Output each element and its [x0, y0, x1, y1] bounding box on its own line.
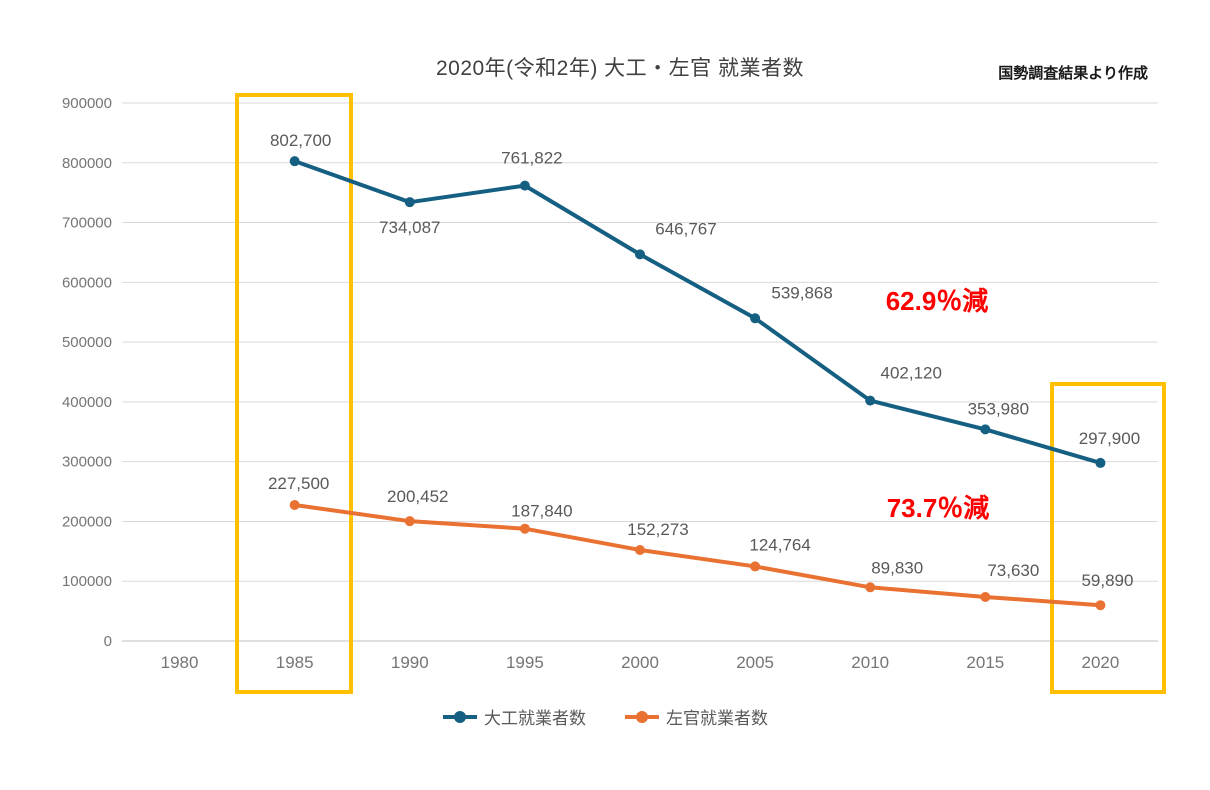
x-tick-label: 2020 — [1082, 653, 1120, 672]
data-point — [289, 500, 300, 511]
data-label: 124,764 — [749, 535, 810, 554]
data-label: 200,452 — [387, 487, 448, 506]
data-label: 761,822 — [501, 149, 562, 168]
x-tick-label: 2005 — [736, 653, 774, 672]
data-point — [750, 313, 761, 324]
data-label: 402,120 — [880, 364, 941, 383]
data-point — [519, 523, 530, 534]
series-line-1 — [292, 503, 1103, 608]
y-tick-label: 300000 — [62, 454, 112, 471]
data-point — [404, 516, 415, 527]
legend-item-daiku: 大工就業者数 — [442, 704, 586, 729]
highlight-1985 — [235, 93, 353, 694]
y-tick-label: 100000 — [62, 573, 112, 590]
data-label: 89,830 — [871, 558, 923, 577]
data-point — [1095, 600, 1106, 611]
data-label: 646,767 — [655, 219, 716, 238]
data-label: 802,700 — [270, 131, 331, 150]
y-tick-label: 400000 — [62, 394, 112, 411]
y-tick-label: 200000 — [62, 513, 112, 530]
chart-legend: 大工就業者数 左官就業者数 — [0, 704, 1210, 729]
data-label: 353,980 — [968, 399, 1029, 418]
data-label: 539,868 — [771, 283, 832, 302]
data-label: 227,500 — [268, 474, 329, 493]
x-tick-label: 2015 — [966, 653, 1004, 672]
y-tick-label: 700000 — [62, 215, 112, 232]
line-marker-icon — [443, 710, 477, 723]
data-point — [404, 197, 415, 208]
legend-item-sakan: 左官就業者数 — [624, 704, 768, 729]
y-tick-label: 0 — [104, 633, 112, 650]
data-label: 187,840 — [511, 502, 572, 521]
source-note: 国勢調査結果より作成 — [998, 65, 1148, 82]
chart-title: 2020年(令和2年) 大工・左官 就業者数 — [435, 57, 805, 80]
series-line-0 — [292, 159, 1103, 465]
x-tick-label: 1995 — [506, 653, 544, 672]
data-point — [980, 424, 991, 435]
annotation: 73.7％減 — [887, 493, 990, 523]
annotation: 62.9％減 — [886, 286, 989, 316]
data-point — [289, 156, 300, 167]
data-label: 734,087 — [379, 218, 440, 237]
data-point — [1095, 457, 1106, 468]
x-tick-label: 1980 — [161, 653, 199, 672]
data-point — [865, 582, 876, 593]
highlight-2020 — [1050, 382, 1166, 694]
x-tick-label: 2010 — [851, 653, 889, 672]
legend-label: 左官就業者数 — [666, 709, 768, 728]
data-point — [635, 544, 645, 555]
data-point — [519, 180, 530, 191]
y-tick-label: 500000 — [62, 334, 112, 351]
y-tick-label: 900000 — [62, 95, 112, 112]
data-point — [750, 561, 761, 572]
y-tick-label: 600000 — [62, 274, 112, 291]
data-point — [635, 249, 645, 260]
data-point — [865, 395, 876, 406]
legend-label: 大工就業者数 — [484, 709, 586, 728]
y-tick-label: 800000 — [62, 155, 112, 172]
x-tick-label: 1990 — [391, 653, 429, 672]
x-tick-label: 2000 — [621, 653, 659, 672]
x-tick-label: 1985 — [276, 653, 314, 672]
data-label: 73,630 — [987, 561, 1039, 580]
data-label: 297,900 — [1079, 429, 1140, 448]
data-label: 59,890 — [1081, 571, 1133, 590]
data-point — [980, 591, 991, 602]
line-marker-icon — [625, 710, 659, 723]
data-label: 152,273 — [627, 520, 688, 539]
